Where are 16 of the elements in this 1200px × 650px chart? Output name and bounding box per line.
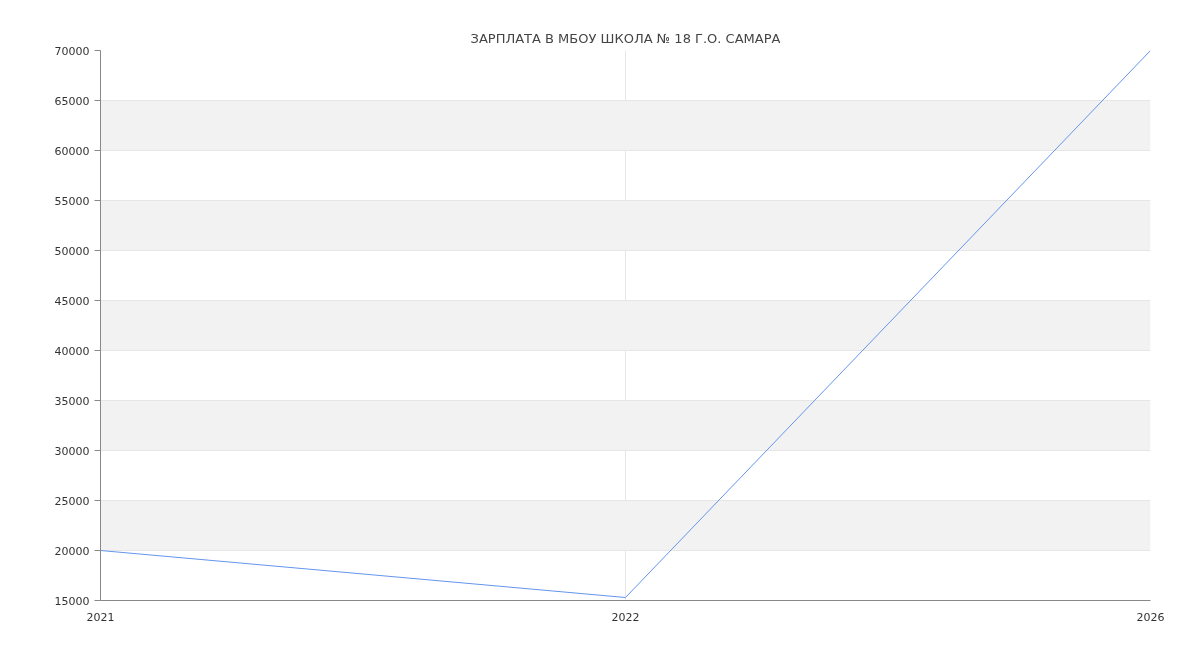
- x-tick-label: 2026: [1136, 610, 1165, 624]
- x-tick-label: 2022: [611, 610, 640, 624]
- y-tick-label: 55000: [54, 194, 90, 208]
- y-tick-label: 35000: [54, 394, 90, 408]
- y-tick-label: 20000: [54, 544, 90, 558]
- y-tick-label: 30000: [54, 444, 90, 458]
- y-tick-label: 65000: [54, 94, 90, 108]
- x-tick-label: 2021: [86, 610, 115, 624]
- y-tick-label: 25000: [54, 494, 90, 508]
- y-tick-label: 70000: [54, 44, 90, 58]
- y-tick-label: 40000: [54, 344, 90, 358]
- chart-title: ЗАРПЛАТА В МБОУ ШКОЛА № 18 Г.О. САМАРА: [470, 30, 781, 46]
- y-tick-label: 45000: [54, 294, 90, 308]
- y-tick-label: 50000: [54, 244, 90, 258]
- y-tick-label: 15000: [54, 594, 90, 608]
- y-tick-label: 60000: [54, 144, 90, 158]
